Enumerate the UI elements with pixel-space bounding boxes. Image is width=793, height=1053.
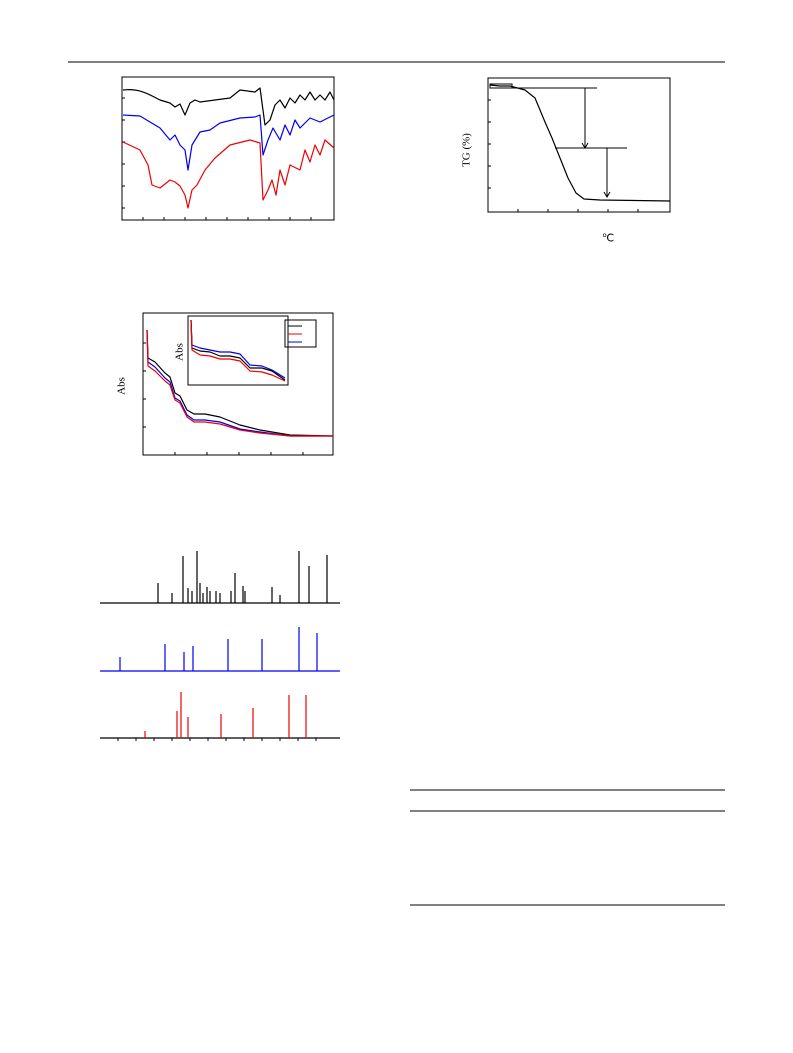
inset-y-label: Abs <box>174 343 186 361</box>
ir-figure <box>121 76 335 221</box>
mass-loss-arrows <box>510 87 627 198</box>
curve <box>146 329 333 437</box>
peaks <box>119 627 318 671</box>
xrd-figure <box>100 551 340 741</box>
curve <box>146 329 334 437</box>
inset-frame <box>187 315 289 386</box>
inset-curve <box>190 319 286 381</box>
curve <box>122 87 335 126</box>
curve <box>146 329 333 437</box>
curve <box>122 139 335 209</box>
ticks <box>143 342 304 455</box>
inset-curve <box>190 319 286 379</box>
ticks <box>117 738 317 741</box>
legend-box <box>284 319 317 348</box>
frame <box>121 76 335 221</box>
marker-box <box>489 83 513 89</box>
frame <box>487 77 671 213</box>
peaks <box>144 692 307 738</box>
ticks <box>488 99 639 212</box>
curve <box>489 84 671 202</box>
inset-curve <box>190 319 286 382</box>
table <box>410 789 725 906</box>
tg-figure: TG (%) ℃ <box>461 77 671 245</box>
peaks <box>157 551 328 603</box>
ticks <box>122 97 312 220</box>
frame <box>142 312 334 456</box>
y-axis-label: TG (%) <box>461 133 473 167</box>
y-axis-label: Abs <box>116 377 128 395</box>
curve <box>122 114 335 171</box>
uv-figure: Abs Abs <box>116 312 334 456</box>
x-axis-label: ℃ <box>602 233 614 245</box>
